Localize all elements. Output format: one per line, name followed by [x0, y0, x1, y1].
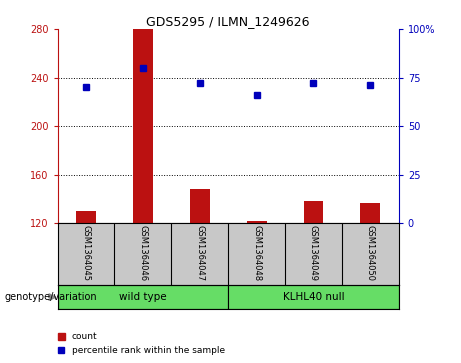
Text: GSM1364045: GSM1364045 — [82, 225, 90, 281]
Text: GSM1364046: GSM1364046 — [138, 225, 148, 281]
Title: GDS5295 / ILMN_1249626: GDS5295 / ILMN_1249626 — [147, 15, 310, 28]
Legend: count, percentile rank within the sample: count, percentile rank within the sample — [58, 333, 225, 355]
Text: GSM1364049: GSM1364049 — [309, 225, 318, 281]
Bar — [76, 211, 96, 223]
Bar — [190, 189, 210, 223]
Text: GSM1364047: GSM1364047 — [195, 225, 204, 281]
Text: GSM1364048: GSM1364048 — [252, 225, 261, 281]
Bar — [58, 285, 228, 309]
Bar — [133, 29, 153, 223]
Bar — [247, 221, 266, 223]
Text: GSM1364050: GSM1364050 — [366, 225, 375, 281]
Bar — [303, 201, 324, 223]
Text: wild type: wild type — [119, 292, 167, 302]
Bar — [361, 203, 380, 223]
Text: genotype/variation: genotype/variation — [5, 292, 97, 302]
Text: KLHL40 null: KLHL40 null — [283, 292, 344, 302]
Bar — [228, 285, 399, 309]
